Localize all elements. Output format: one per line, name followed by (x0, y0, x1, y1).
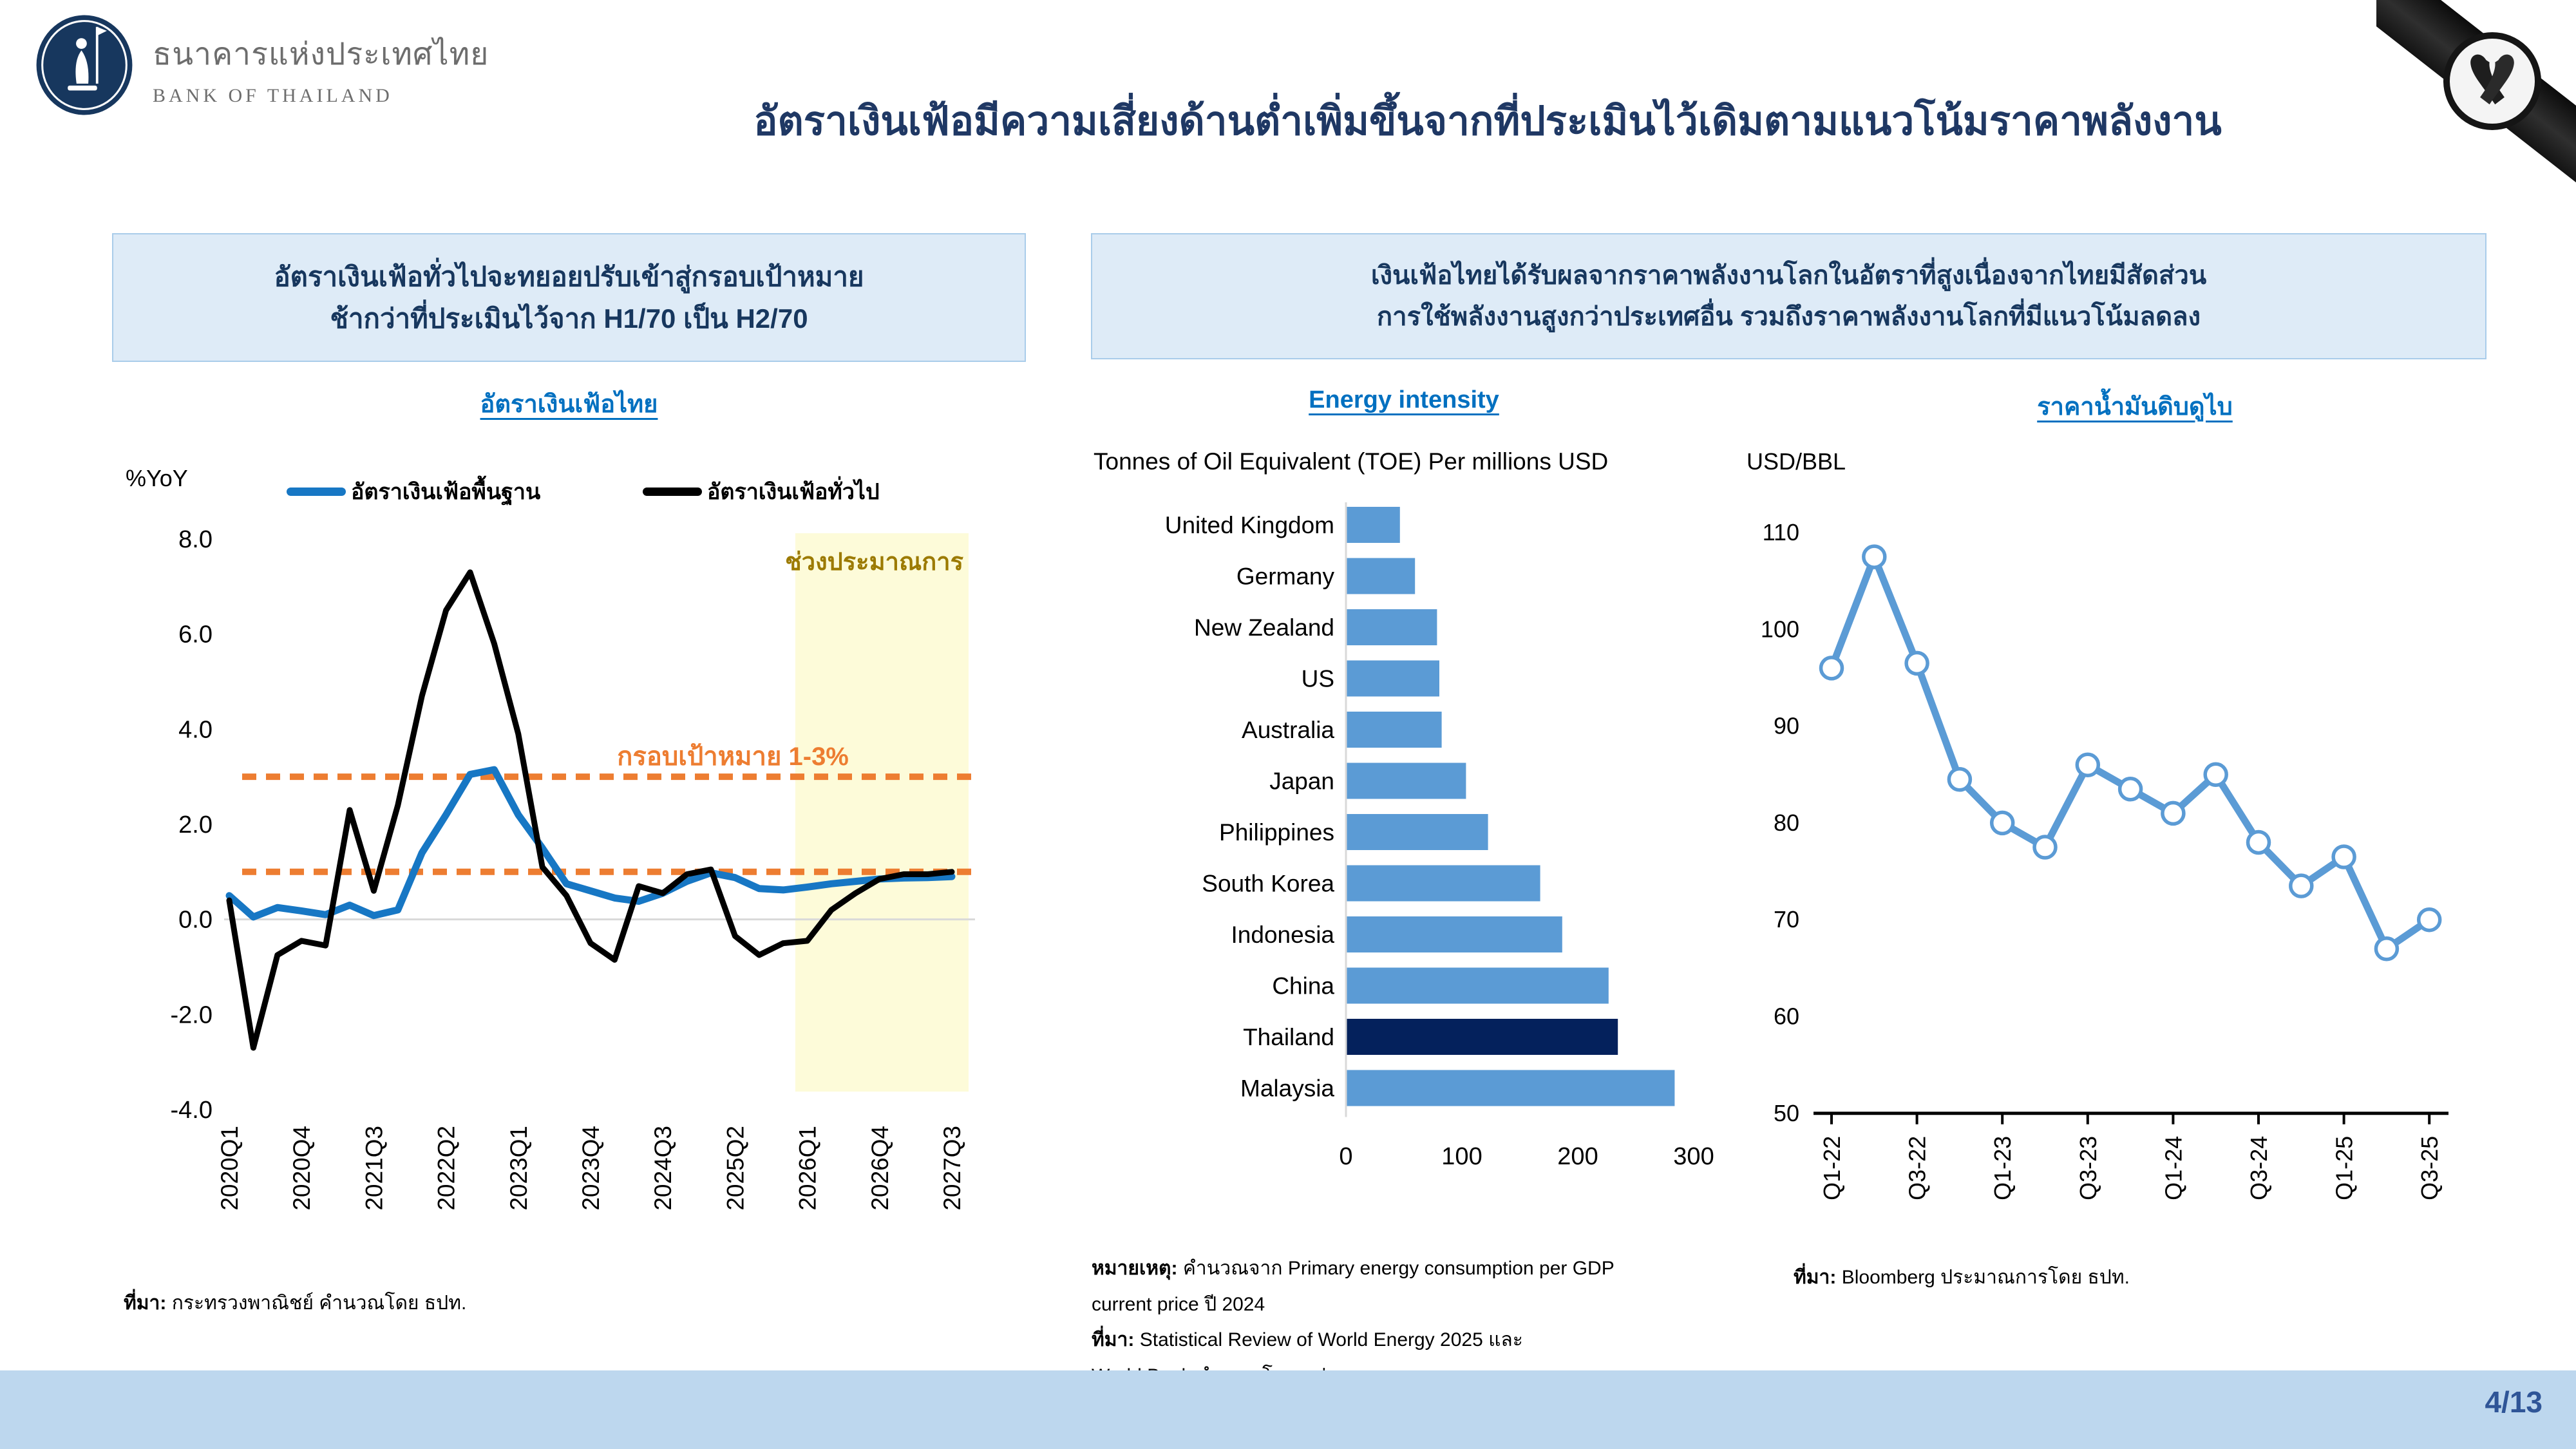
inflation-line-plot: 8.0 6.0 4.0 2.0 0.0 -2.0 -4.0 กรอบเป้าหมาย 1-3%… (171, 526, 975, 1211)
svg-text:4.0: 4.0 (178, 716, 213, 743)
energy-bar-plot: United Kingdom Germany New Zealand US Austra… (1165, 502, 1714, 1170)
link-thai-inflation[interactable]: อัตราเงินเฟ้อไทย (480, 391, 658, 418)
svg-text:200: 200 (1557, 1143, 1598, 1170)
inflation-y-axis-label: %YoY (126, 465, 188, 491)
dubai-oil-chart: USD/BBL 110 100 90 80 70 60 50 Q1-22 Q3-22 Q1-23 Q… (1739, 444, 2576, 1391)
svg-text:Q3-22: Q3-22 (1904, 1136, 1931, 1200)
bot-emblem-icon (36, 15, 133, 115)
logo-title-english: BANK OF THAILAND (153, 85, 393, 106)
oil-y-axis-label: USD/BBL (1747, 448, 1846, 475)
headline-inflation-line-swatch (643, 487, 702, 496)
svg-text:-2.0: -2.0 (171, 1001, 213, 1028)
legend-core-label: อัตราเงินเฟ้อพื้นฐาน (351, 480, 541, 504)
svg-text:0.0: 0.0 (178, 907, 213, 934)
legend-core-inflation: อัตราเงินเฟ้อพื้นฐาน (287, 474, 540, 509)
svg-text:Q3-23: Q3-23 (2075, 1136, 2101, 1200)
svg-text:Q1-25: Q1-25 (2331, 1136, 2358, 1200)
oil-line-plot: 110 100 90 80 70 60 50 Q1-22 Q3-22 Q1-23 Q3-23 Q1-2… (1761, 519, 2448, 1200)
svg-text:United Kingdom: United Kingdom (1165, 512, 1334, 538)
link-dubai-oil-price[interactable]: ราคาน้ำมันดิบดูไบ (2037, 393, 2233, 421)
page-title: อัตราเงินเฟ้อมีความเสี่ยงด้านต่ำเพิ่มขึ้… (753, 99, 2222, 144)
mourning-ribbon-corner (2376, 0, 2576, 200)
callout-left-line2: ช้ากว่าที่ประเมินไว้จาก H1/70 เป็น H2/70 (330, 303, 808, 334)
svg-text:2024Q3: 2024Q3 (650, 1126, 676, 1211)
svg-text:2.0: 2.0 (178, 811, 213, 838)
svg-text:2021Q3: 2021Q3 (361, 1126, 387, 1211)
callout-right-line1: เงินเฟ้อไทยได้รับผลจากราคาพลังงานโลกในอั… (1370, 261, 2207, 290)
svg-text:50: 50 (1774, 1100, 1799, 1126)
svg-text:2023Q1: 2023Q1 (506, 1126, 532, 1211)
thai-inflation-chart: %YoY อัตราเงินเฟ้อพื้นฐาน อัตราเงินเฟ้อท… (116, 451, 1018, 1391)
svg-text:2023Q4: 2023Q4 (578, 1126, 604, 1211)
svg-text:2027Q3: 2027Q3 (939, 1126, 965, 1211)
svg-text:Q3-24: Q3-24 (2246, 1136, 2272, 1200)
svg-text:Q1-22: Q1-22 (1819, 1136, 1845, 1200)
oil-source-note: ที่มา: Bloomberg ประมาณการโดย ธปท. (1794, 1267, 2130, 1288)
bot-logo: ธนาคารแห่งประเทศไทย BANK OF THAILAND (35, 14, 489, 116)
svg-text:60: 60 (1774, 1003, 1799, 1030)
svg-text:Thailand: Thailand (1243, 1024, 1334, 1050)
callout-right-energy-exposure: เงินเฟ้อไทยได้รับผลจากราคาพลังงานโลกในอั… (1091, 233, 2486, 359)
svg-text:Q1-24: Q1-24 (2160, 1136, 2186, 1200)
svg-text:300: 300 (1673, 1143, 1714, 1170)
svg-text:ช่วงประมาณการ: ช่วงประมาณการ (785, 549, 964, 576)
svg-text:US: US (1302, 666, 1334, 692)
mourning-ribbon-icon (2470, 54, 2514, 105)
svg-text:Q1-23: Q1-23 (1989, 1136, 2016, 1200)
callout-left-inflation-path: อัตราเงินเฟ้อทั่วไปจะทยอยปรับเข้าสู่กรอบ… (112, 233, 1026, 362)
svg-text:Malaysia: Malaysia (1240, 1075, 1334, 1102)
core-inflation-line-swatch (287, 487, 346, 496)
svg-text:2022Q2: 2022Q2 (433, 1126, 460, 1211)
svg-text:90: 90 (1774, 713, 1799, 739)
svg-text:110: 110 (1763, 519, 1799, 545)
svg-text:Q3-25: Q3-25 (2416, 1136, 2443, 1200)
svg-text:100: 100 (1441, 1143, 1482, 1170)
energy-chart-subtitle: Tonnes of Oil Equivalent (TOE) Per milli… (1094, 448, 1609, 475)
svg-text:8.0: 8.0 (178, 526, 213, 553)
energy-note-line2: current price ปี 2024 (1092, 1293, 1265, 1315)
link-energy-intensity[interactable]: Energy intensity (1309, 386, 1499, 413)
svg-text:-4.0: -4.0 (171, 1097, 213, 1124)
legend-headline-label: อัตราเงินเฟ้อทั่วไป (707, 480, 880, 504)
energy-note-line1: หมายเหตุ: คำนวณจาก Primary energy consum… (1092, 1258, 1615, 1279)
callout-left-line1: อัตราเงินเฟ้อทั่วไปจะทยอยปรับเข้าสู่กรอบ… (274, 261, 864, 292)
legend-headline-inflation: อัตราเงินเฟ้อทั่วไป (643, 474, 880, 509)
svg-text:6.0: 6.0 (178, 621, 213, 649)
svg-text:Japan: Japan (1269, 768, 1334, 795)
energy-chart-notes: หมายเหตุ: คำนวณจาก Primary energy consum… (1092, 1251, 1726, 1394)
page-number: 4/13 (2485, 1385, 2543, 1419)
mourning-ribbon-badge (2443, 32, 2541, 130)
svg-text:China: China (1272, 973, 1334, 999)
svg-text:2025Q2: 2025Q2 (722, 1126, 748, 1211)
energy-intensity-chart: Tonnes of Oil Equivalent (TOE) Per milli… (1082, 444, 1732, 1391)
inflation-source-note: ที่มา: กระทรวงพาณิชย์ คำนวณโดย ธปท. (124, 1293, 467, 1314)
svg-text:Philippines: Philippines (1219, 819, 1334, 846)
svg-text:2020Q4: 2020Q4 (289, 1126, 315, 1211)
footer-bar (0, 1370, 2576, 1449)
svg-text:70: 70 (1774, 906, 1799, 933)
svg-text:2026Q4: 2026Q4 (867, 1126, 893, 1211)
svg-text:2026Q1: 2026Q1 (795, 1126, 821, 1211)
svg-text:South Korea: South Korea (1202, 871, 1334, 897)
svg-text:0: 0 (1339, 1143, 1352, 1170)
callout-right-line2: การใช้พลังงานสูงกว่าประเทศอื่น รวมถึงราค… (1376, 303, 2201, 331)
svg-text:2020Q1: 2020Q1 (216, 1126, 243, 1211)
svg-text:Germany: Germany (1236, 564, 1335, 590)
svg-text:Indonesia: Indonesia (1231, 922, 1335, 948)
logo-names: ธนาคารแห่งประเทศไทย BANK OF THAILAND (153, 30, 489, 107)
svg-text:80: 80 (1774, 810, 1799, 836)
svg-text:New Zealand: New Zealand (1194, 614, 1334, 641)
svg-text:100: 100 (1761, 616, 1799, 642)
logo-title-thai: ธนาคารแห่งประเทศไทย (153, 37, 489, 71)
svg-text:กรอบเป้าหมาย 1-3%: กรอบเป้าหมาย 1-3% (617, 743, 849, 771)
svg-text:Australia: Australia (1242, 717, 1334, 743)
energy-source-line1: ที่มา: Statistical Review of World Energ… (1092, 1329, 1523, 1350)
